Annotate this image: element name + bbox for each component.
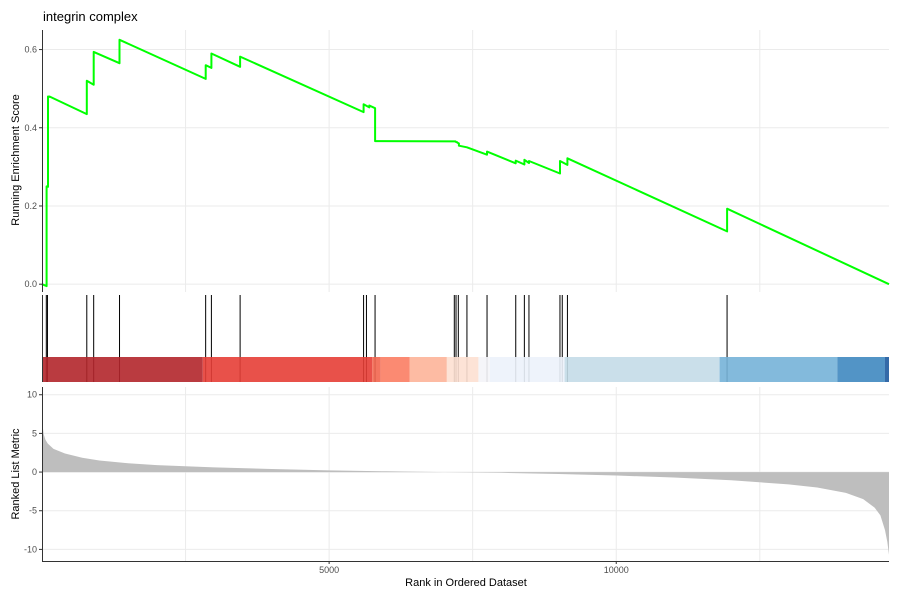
- rank-color-bar: [42, 357, 889, 382]
- y-tick-label: 0.2: [24, 201, 37, 211]
- running-enrichment-panel: 0.0 0.2 0.4 0.6 Running Enrichment Score: [10, 30, 890, 292]
- ranked-list-panel: 10 5 0 -5 -10 5000 10000 Ranked List Metric R…: [10, 387, 889, 589]
- rank-color-band: [372, 357, 381, 382]
- rank-color-band: [884, 357, 889, 382]
- ranked-list-y-label: Ranked List Metric: [10, 428, 22, 520]
- y-tick-label: -10: [24, 544, 37, 554]
- x-tick-label: 5000: [319, 565, 339, 575]
- y-tick-label: 0.6: [24, 45, 37, 55]
- x-tick-label: 10000: [604, 565, 629, 575]
- running-enrichment-y-label: Running Enrichment Score: [10, 94, 22, 225]
- ranked-list-x-label: Rank in Ordered Dataset: [405, 577, 527, 589]
- y-tick-label: 5: [32, 428, 37, 438]
- rank-color-band: [380, 357, 410, 382]
- y-tick-label: 10: [27, 390, 37, 400]
- rank-color-band: [489, 357, 565, 382]
- y-tick-label: 0.0: [24, 279, 37, 289]
- ranked-list-y-ticks: 10 5 0 -5 -10: [24, 390, 42, 554]
- chart-title: integrin complex: [43, 9, 138, 24]
- rank-color-band: [446, 357, 479, 382]
- rank-color-band: [202, 357, 373, 382]
- y-tick-label: 0.4: [24, 123, 37, 133]
- ranked-list-area: [42, 416, 889, 555]
- rank-color-band: [409, 357, 447, 382]
- rank-color-band: [719, 357, 838, 382]
- gene-hits-panel: [42, 295, 889, 382]
- rank-color-band: [837, 357, 885, 382]
- rank-color-band: [42, 357, 203, 382]
- running-enrichment-line: [41, 38, 890, 288]
- y-tick-label: 0: [32, 467, 37, 477]
- rank-color-band: [564, 357, 720, 382]
- rank-color-band: [478, 357, 490, 382]
- y-tick-label: -5: [29, 506, 37, 516]
- running-enrichment-y-ticks: 0.0 0.2 0.4 0.6: [24, 45, 42, 289]
- running-enrichment-grid: [42, 30, 889, 292]
- ranked-list-x-ticks: 5000 10000: [319, 561, 629, 575]
